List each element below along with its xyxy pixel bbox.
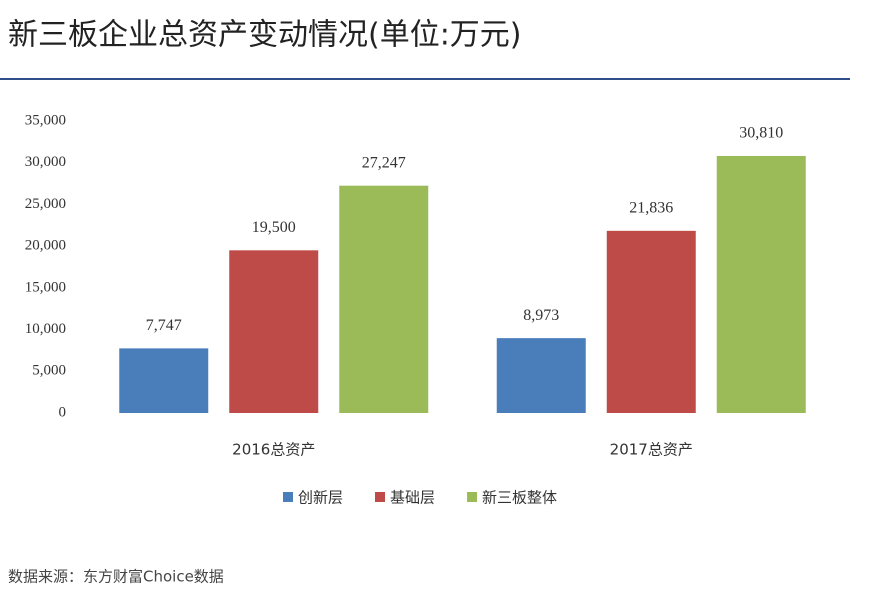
bar xyxy=(496,338,586,413)
value-label: 27,247 xyxy=(362,154,406,171)
y-tick-label: 15,000 xyxy=(25,279,66,295)
bar xyxy=(119,348,209,413)
y-tick-label: 20,000 xyxy=(25,238,66,254)
y-tick-label: 10,000 xyxy=(25,321,66,337)
y-tick-label: 0 xyxy=(59,404,67,420)
x-tick-label: 2016总资产 xyxy=(232,441,315,459)
source-note: 数据来源：东方财富Choice数据 xyxy=(8,568,224,586)
chart-title: 新三板企业总资产变动情况(单位:万元) xyxy=(8,18,522,53)
legend-swatch xyxy=(375,492,386,502)
bar xyxy=(606,230,696,413)
y-tick-label: 25,000 xyxy=(25,196,66,212)
legend-label: 新三板整体 xyxy=(482,489,557,507)
value-label: 8,973 xyxy=(523,307,559,324)
value-label: 30,810 xyxy=(739,125,783,142)
y-tick-label: 35,000 xyxy=(25,112,66,128)
bar xyxy=(229,250,319,413)
bar xyxy=(339,185,429,413)
y-tick-label: 30,000 xyxy=(25,154,66,170)
legend-swatch xyxy=(467,492,478,502)
value-label: 19,500 xyxy=(252,219,296,236)
legend-label: 创新层 xyxy=(298,489,343,507)
value-label: 21,836 xyxy=(629,199,673,216)
legend-label: 基础层 xyxy=(390,489,435,507)
legend-swatch xyxy=(283,492,293,502)
title-rule xyxy=(0,78,850,80)
x-tick-label: 2017总资产 xyxy=(610,441,693,459)
bar xyxy=(716,155,806,413)
y-tick-label: 5,000 xyxy=(32,363,66,379)
value-label: 7,747 xyxy=(146,317,182,334)
